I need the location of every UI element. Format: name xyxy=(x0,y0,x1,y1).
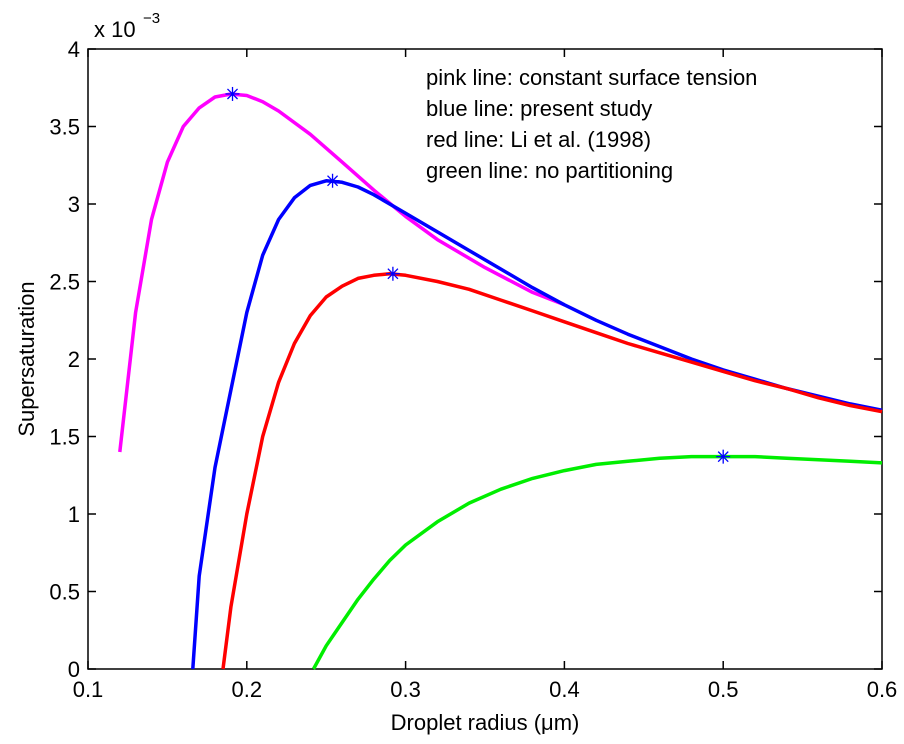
y-axis-multiplier: x 10 xyxy=(94,17,136,42)
y-tick-label: 1 xyxy=(68,502,80,527)
y-tick-label: 3 xyxy=(68,192,80,217)
x-tick-label: 0.3 xyxy=(390,677,421,702)
x-axis-label: Droplet radius (μm) xyxy=(391,710,580,735)
y-tick-label: 0.5 xyxy=(49,580,80,605)
x-tick-label: 0.4 xyxy=(549,677,580,702)
annotation-line: blue line: present study xyxy=(426,96,652,121)
y-tick-label: 2.5 xyxy=(49,270,80,295)
peak-marker-3 xyxy=(716,449,731,464)
x-tick-label: 0.1 xyxy=(73,677,104,702)
annotation-line: green line: no partitioning xyxy=(426,158,673,183)
series-layer xyxy=(118,92,883,670)
peak-marker-2 xyxy=(385,266,400,281)
series-line-3 xyxy=(311,454,883,670)
peak-marker-0 xyxy=(225,86,240,101)
peak-marker-extra-0 xyxy=(325,173,340,188)
y-tick-label: 2 xyxy=(68,347,80,372)
axes-layer xyxy=(87,48,883,670)
y-tick-label: 1.5 xyxy=(49,425,80,450)
annotation-line: pink line: constant surface tension xyxy=(426,65,757,90)
y-tick-label: 0 xyxy=(68,657,80,682)
y-axis-exponent: −3 xyxy=(143,10,160,27)
annotation-line: red line: Li et al. (1998) xyxy=(426,127,651,152)
series-line-0 xyxy=(118,92,566,453)
y-tick-label: 3.5 xyxy=(49,115,80,140)
x-tick-label: 0.2 xyxy=(232,677,263,702)
marker-layer xyxy=(225,86,731,464)
series-line-1 xyxy=(191,179,883,670)
x-tick-label: 0.6 xyxy=(867,677,898,702)
text-layer: 0.1 0.2 0.3 0.4 0.5 0.6 0 0.5 1 1.5 2 2.5 3 3.5 4 x 10−… xyxy=(14,10,897,735)
x-tick-label: 0.5 xyxy=(708,677,739,702)
series-line-2 xyxy=(221,271,883,670)
y-axis-label: Supersaturation xyxy=(14,281,39,436)
y-tick-label: 4 xyxy=(68,37,80,62)
